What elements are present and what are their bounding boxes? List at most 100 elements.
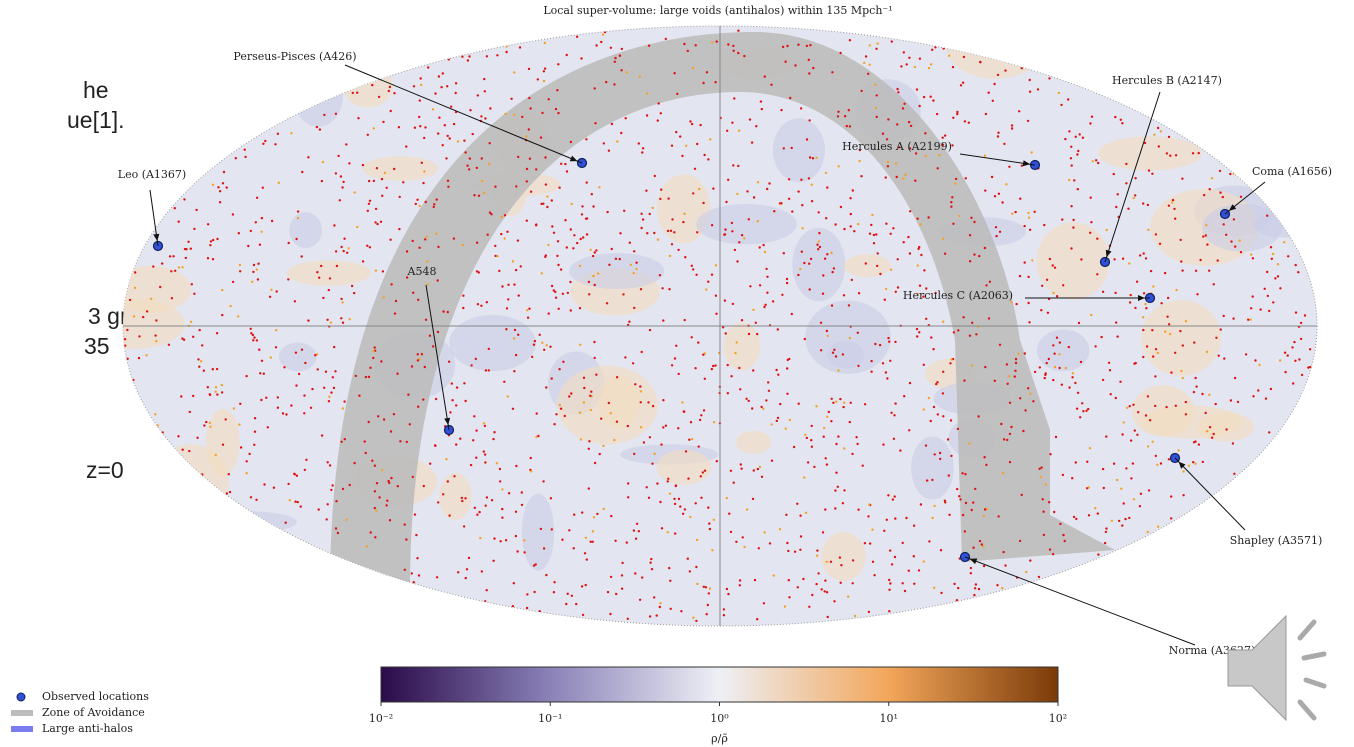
halo-point: [225, 418, 227, 420]
halo-point: [415, 203, 417, 205]
halo-point: [421, 353, 423, 355]
halo-point: [914, 66, 916, 68]
halo-point: [1168, 136, 1170, 138]
halo-point: [1068, 179, 1070, 181]
halo-point: [740, 468, 742, 470]
density-patch: [792, 228, 845, 302]
halo-point: [763, 602, 765, 604]
halo-point: [844, 115, 846, 117]
halo-point: [1094, 507, 1096, 509]
halo-point: [908, 429, 910, 431]
halo-point: [567, 292, 569, 294]
halo-point: [961, 472, 963, 474]
halo-point: [791, 210, 793, 212]
halo-point: [1287, 255, 1289, 257]
halo-point: [267, 426, 269, 428]
colorbar-tick-label: 10⁻¹: [538, 712, 562, 725]
halo-point: [731, 122, 733, 124]
halo-point: [420, 77, 422, 79]
halo-point: [277, 396, 279, 398]
halo-point: [1148, 169, 1150, 171]
halo-point: [1077, 392, 1079, 394]
halo-point: [1297, 271, 1299, 273]
halo-point: [919, 285, 921, 287]
halo-point: [619, 55, 621, 57]
halo-point: [848, 109, 850, 111]
halo-point: [543, 70, 545, 72]
halo-point: [706, 71, 708, 73]
halo-point: [526, 168, 528, 170]
halo-point: [1125, 182, 1127, 184]
halo-point: [857, 509, 859, 511]
halo-point: [675, 485, 677, 487]
halo-point: [1220, 328, 1222, 330]
halo-point: [348, 247, 350, 249]
halo-point: [1250, 253, 1252, 255]
halo-point: [262, 187, 264, 189]
halo-point: [221, 314, 223, 316]
halo-point: [330, 321, 332, 323]
halo-point: [825, 457, 827, 459]
halo-point: [369, 200, 371, 202]
halo-point: [937, 413, 939, 415]
halo-point: [1096, 273, 1098, 275]
halo-point: [1164, 272, 1166, 274]
halo-point: [1170, 517, 1172, 519]
colorbar-tick-label: 10¹: [880, 712, 898, 725]
halo-point: [398, 228, 400, 230]
halo-point: [406, 250, 408, 252]
halo-point: [1072, 372, 1074, 374]
halo-point: [348, 162, 350, 164]
halo-point: [595, 374, 597, 376]
halo-point: [483, 422, 485, 424]
halo-point: [876, 94, 878, 96]
halo-point: [702, 354, 704, 356]
halo-point: [1279, 287, 1281, 289]
halo-point: [374, 536, 376, 538]
halo-point: [732, 45, 734, 47]
halo-point: [1027, 120, 1029, 122]
halo-point: [603, 508, 605, 510]
halo-point: [269, 296, 271, 298]
halo-point: [843, 402, 845, 404]
halo-point: [1076, 408, 1078, 410]
halo-point: [823, 427, 825, 429]
halo-point: [492, 560, 494, 562]
halo-point: [887, 337, 889, 339]
halo-point: [570, 141, 572, 143]
halo-point: [962, 514, 964, 516]
halo-point: [1182, 377, 1184, 379]
halo-point: [1006, 363, 1008, 365]
halo-point: [1133, 363, 1135, 365]
halo-point: [808, 72, 810, 74]
halo-point: [695, 620, 697, 622]
halo-point: [824, 590, 826, 592]
halo-point: [653, 232, 655, 234]
halo-point: [447, 180, 449, 182]
halo-point: [592, 275, 594, 277]
halo-point: [556, 255, 558, 257]
halo-point: [916, 218, 918, 220]
halo-point: [426, 283, 428, 285]
halo-point: [843, 489, 845, 491]
halo-point: [748, 400, 750, 402]
halo-point: [764, 75, 766, 77]
halo-point: [573, 547, 575, 549]
halo-point: [402, 181, 404, 183]
halo-point: [1061, 218, 1063, 220]
halo-point: [228, 473, 230, 475]
halo-point: [323, 387, 325, 389]
halo-point: [477, 94, 479, 96]
halo-point: [1042, 511, 1044, 513]
halo-point: [1024, 409, 1026, 411]
halo-point: [1079, 416, 1081, 418]
halo-point: [528, 68, 530, 70]
halo-point: [328, 400, 330, 402]
density-patch: [911, 436, 954, 499]
halo-point: [760, 100, 762, 102]
halo-point: [1082, 137, 1084, 139]
halo-point: [800, 179, 802, 181]
halo-point: [1046, 362, 1048, 364]
halo-point: [1155, 348, 1157, 350]
halo-point: [964, 530, 966, 532]
